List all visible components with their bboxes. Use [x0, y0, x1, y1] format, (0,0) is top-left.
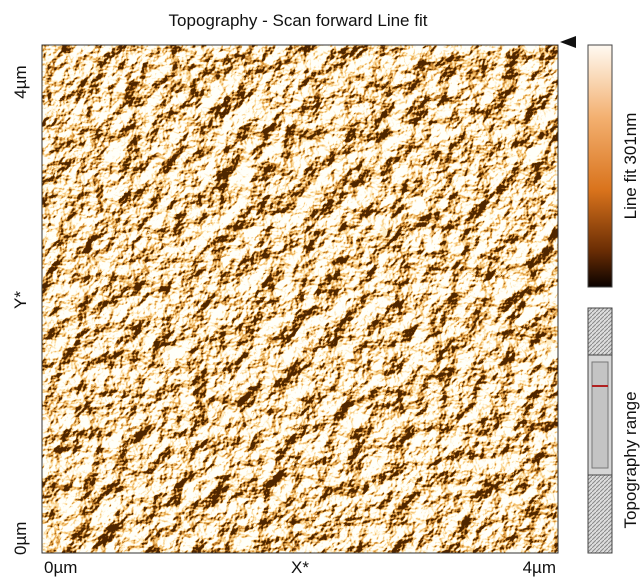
- title: Topography - Scan forward Line fit: [169, 11, 428, 30]
- range-label: Topography range: [621, 391, 640, 528]
- range-bar: [588, 308, 612, 553]
- scan-marker: [560, 36, 576, 48]
- afm-window: Topography - Scan forward Line fit 4µm Y…: [0, 0, 642, 581]
- x-min-label: 0µm: [44, 558, 77, 577]
- x-max-label: 4µm: [523, 558, 556, 577]
- colorbar: [588, 45, 612, 287]
- y-axis-label: Y*: [11, 291, 30, 309]
- colorbar-label: Line fit 301nm: [621, 113, 640, 220]
- y-min-label: 0µm: [11, 522, 30, 555]
- range-inner: [592, 362, 608, 468]
- x-axis-label: X*: [291, 558, 309, 577]
- topography-image: [42, 45, 558, 553]
- y-max-label: 4µm: [11, 65, 30, 98]
